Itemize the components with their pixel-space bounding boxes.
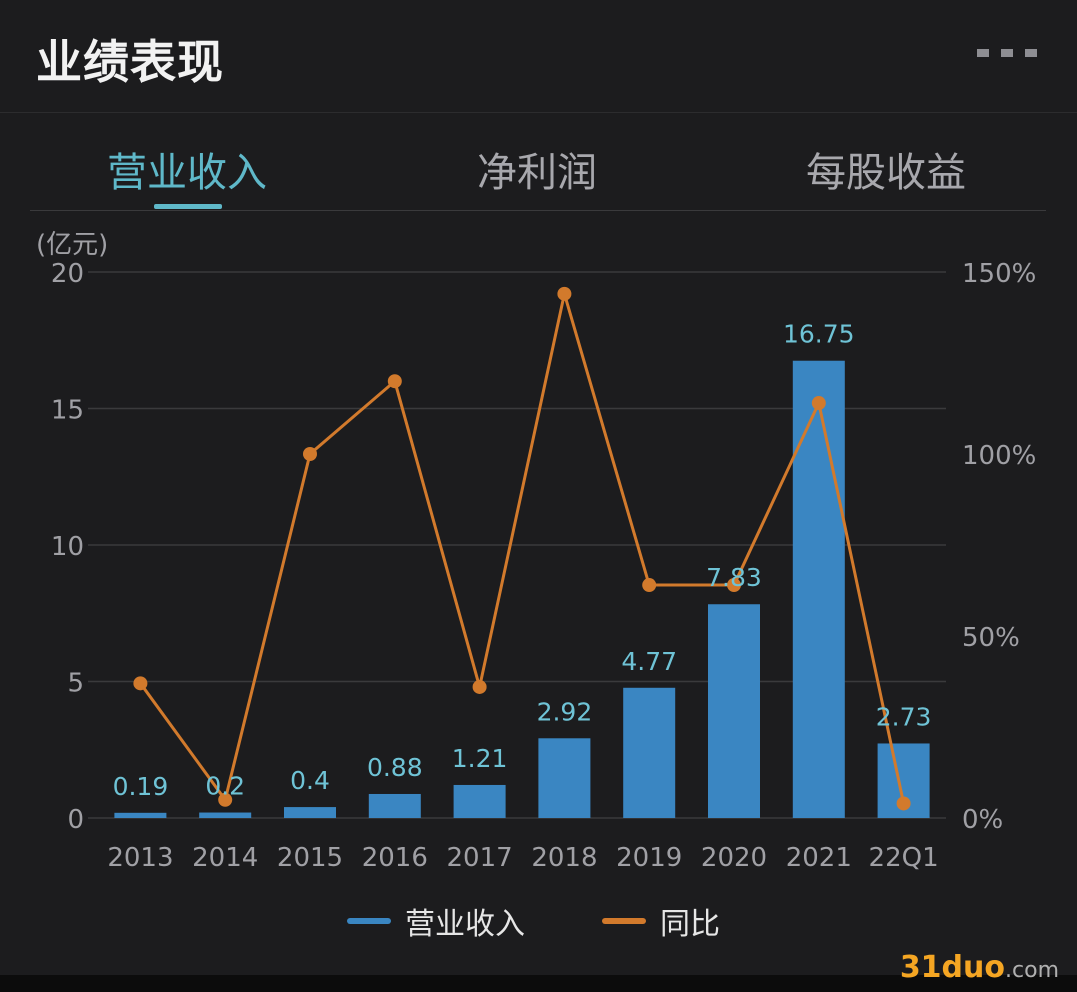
x-tick-label: 2021	[786, 843, 852, 873]
y-axis-unit: (亿元)	[36, 230, 109, 260]
bar	[538, 738, 591, 818]
y-right-tick-label: 0%	[962, 805, 1003, 835]
x-tick-label: 2014	[192, 843, 258, 873]
legend-label-yoy: 同比	[660, 907, 720, 942]
x-tick-label: 2017	[447, 843, 513, 873]
revenue-chart: 0.19 0.2 0.4 0.88 1.212.924.777.8316.752.73 …	[51, 259, 1036, 873]
yoy-point	[303, 447, 317, 461]
bars	[114, 360, 930, 818]
legend: 营业收入 同比	[0, 896, 1077, 946]
yoy-point	[387, 374, 402, 389]
bar-value-label: 0.19	[113, 772, 169, 801]
data-labels: 0.19 0.2 0.4 0.88 1.21 2.92 4.77 7.83 16.75 2.73	[113, 320, 932, 801]
bar-value-label: 0.2	[205, 772, 245, 801]
x-tick-label: 2020	[701, 843, 767, 873]
bar-value-label: 2.92	[537, 697, 593, 726]
bar	[708, 604, 760, 818]
page-title: 业绩表现	[36, 35, 224, 89]
yoy-point	[133, 676, 148, 691]
y-left-tick-label: 20	[51, 259, 84, 289]
bar-value-label: 16.75	[783, 320, 855, 349]
x-tick-label: 2018	[531, 843, 597, 873]
footer-bar	[0, 975, 1077, 992]
yoy-line-path	[139, 293, 906, 804]
yoy-point	[727, 578, 741, 593]
legend-item-yoy[interactable]: 同比	[602, 896, 720, 946]
bar	[623, 687, 676, 818]
bar	[368, 793, 421, 818]
yoy-point	[642, 578, 657, 593]
yoy-point	[557, 286, 572, 301]
tab-eps[interactable]: 每股收益	[806, 150, 966, 196]
bar	[284, 807, 336, 818]
legend-swatch-revenue	[347, 918, 391, 924]
watermark-logo: 31duo.com	[899, 950, 1059, 985]
tab-revenue[interactable]: 营业收入	[107, 150, 267, 196]
bar-value-label: 1.21	[452, 744, 508, 773]
bar	[114, 812, 167, 818]
legend-swatch-yoy	[602, 918, 646, 924]
y-right-tick-label: 50%	[962, 623, 1020, 653]
yoy-point	[811, 396, 826, 411]
tab-net-profit[interactable]: 净利润	[477, 150, 597, 196]
more-icon[interactable]	[977, 38, 1037, 68]
axis-labels: 0 5 10 15 20 0% 50% 100% 150% 2013 2014 2015 2016 201…	[51, 259, 1036, 873]
page-header: 业绩表现	[0, 0, 1077, 113]
active-tab-indicator	[154, 204, 222, 209]
bar	[792, 360, 845, 818]
bar	[199, 812, 252, 818]
x-tick-label: 22Q1	[869, 843, 939, 873]
x-tick-label: 2015	[277, 843, 343, 873]
x-tick-label: 2016	[362, 843, 428, 873]
yoy-point	[472, 679, 487, 694]
legend-item-revenue[interactable]: 营业收入	[347, 896, 525, 946]
y-left-tick-label: 5	[67, 669, 84, 699]
x-tick-label: 2013	[107, 843, 173, 873]
yoy-point	[896, 796, 911, 811]
tab-bar: 营业收入 净利润 每股收益	[30, 112, 1046, 211]
y-right-tick-label: 100%	[962, 441, 1036, 471]
y-left-tick-label: 15	[51, 396, 84, 426]
bar-value-label: 7.83	[706, 563, 762, 592]
y-left-tick-label: 0	[67, 805, 84, 835]
yoy-point	[218, 792, 233, 807]
x-tick-label: 2019	[616, 843, 682, 873]
bar-value-label: 0.88	[367, 753, 423, 782]
bar	[453, 784, 506, 818]
y-right-tick-label: 150%	[962, 259, 1036, 289]
bar-value-label: 4.77	[621, 647, 677, 676]
y-left-tick-label: 10	[51, 532, 84, 562]
yoy-line	[133, 286, 911, 811]
bar-value-label: 0.4	[290, 766, 330, 795]
bar-value-label: 2.73	[876, 702, 932, 731]
legend-label-revenue: 营业收入	[405, 907, 525, 942]
